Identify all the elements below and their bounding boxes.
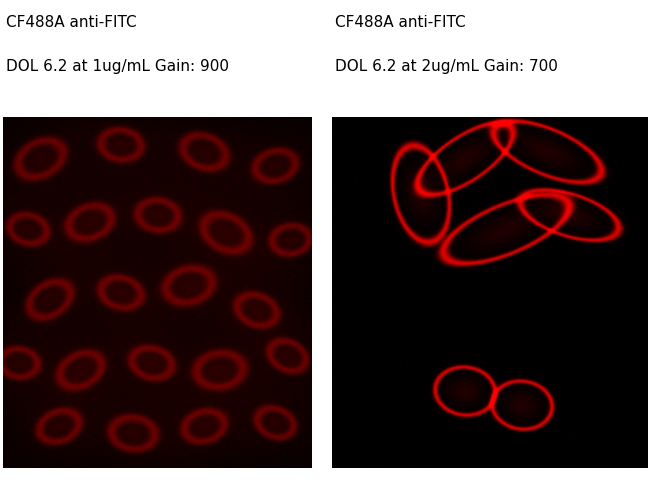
Text: DOL 6.2 at 1ug/mL Gain: 900: DOL 6.2 at 1ug/mL Gain: 900 [6, 59, 229, 74]
Text: CF488A anti-FITC: CF488A anti-FITC [335, 15, 465, 30]
Text: DOL 6.2 at 2ug/mL Gain: 700: DOL 6.2 at 2ug/mL Gain: 700 [335, 59, 558, 74]
Text: CF488A anti-FITC: CF488A anti-FITC [6, 15, 137, 30]
